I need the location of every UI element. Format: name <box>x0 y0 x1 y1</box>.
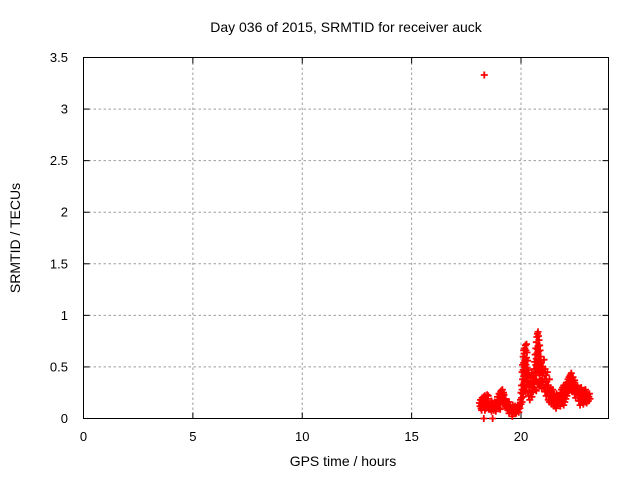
x-tick-label: 20 <box>514 429 528 444</box>
x-tick-label: 0 <box>80 429 87 444</box>
chart-title: Day 036 of 2015, SRMTID for receiver auc… <box>210 19 483 35</box>
y-tick-label: 2.5 <box>50 153 68 168</box>
axis-ticks <box>83 57 609 419</box>
x-tick-label: 10 <box>295 429 309 444</box>
y-tick-label: 0 <box>61 411 68 426</box>
x-axis-label: GPS time / hours <box>290 453 397 469</box>
y-tick-label: 0.5 <box>50 359 68 374</box>
y-tick-label: 3.5 <box>50 50 68 65</box>
scatter-points-srmtid <box>475 71 594 422</box>
y-tick-label: 2 <box>61 205 68 220</box>
gridlines <box>83 57 609 419</box>
y-tick-label: 1 <box>61 308 68 323</box>
x-tick-label: 5 <box>189 429 196 444</box>
plot-border <box>83 57 609 419</box>
y-tick-label: 3 <box>61 102 68 117</box>
y-axis-label: SRMTID / TECUs <box>7 183 23 293</box>
x-tick-label: 15 <box>404 429 418 444</box>
y-tick-label: 1.5 <box>50 256 68 271</box>
tick-labels: 0 5 10 15 20 0 0.5 1 1.5 2 2.5 3 3.5 <box>50 50 528 444</box>
data-points <box>475 71 594 422</box>
